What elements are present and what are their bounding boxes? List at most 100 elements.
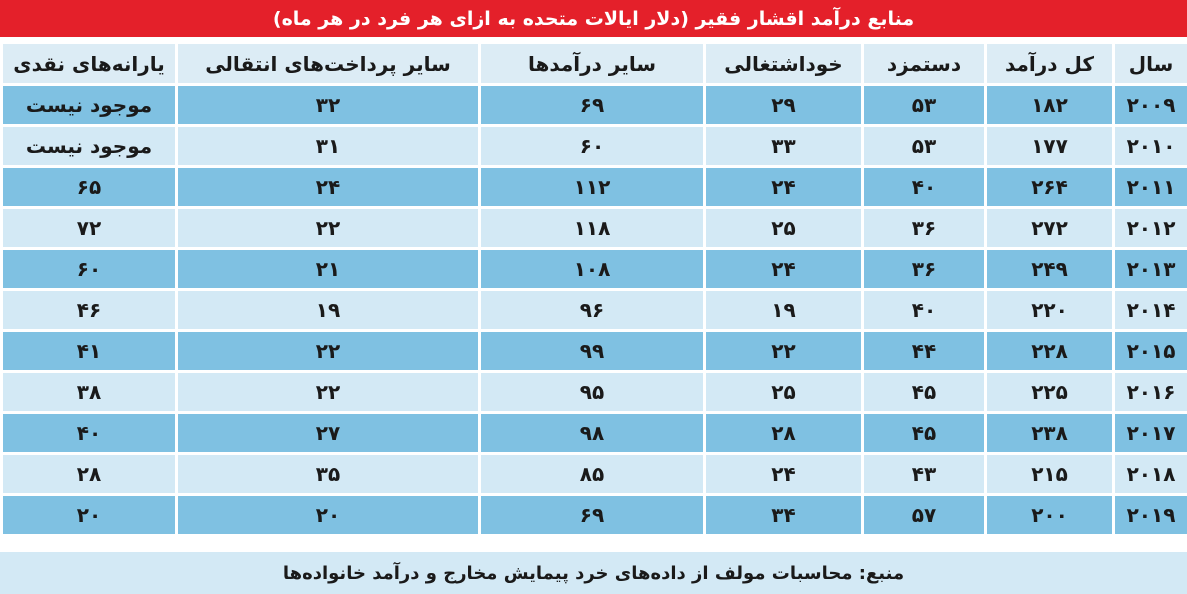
table-row: ۲۰۱۶ ۲۲۵ ۴۵ ۲۵ ۹۵ ۲۲ ۳۸ xyxy=(3,373,1187,411)
year-cell: ۲۰۱۶ xyxy=(1115,373,1187,411)
column-header: سال xyxy=(1115,44,1187,83)
value-cell: ۶۹ xyxy=(481,496,703,534)
table-row: ۲۰۱۹ ۲۰۰ ۵۷ ۳۴ ۶۹ ۲۰ ۲۰ xyxy=(3,496,1187,534)
value-cell: ۲۲ xyxy=(706,332,861,370)
value-cell: ۴۳ xyxy=(864,455,984,493)
value-cell: ۱۹ xyxy=(178,291,478,329)
value-cell: ۳۸ xyxy=(3,373,175,411)
value-cell: ۲۲۵ xyxy=(987,373,1112,411)
year-cell: ۲۰۱۳ xyxy=(1115,250,1187,288)
value-cell: ۴۰ xyxy=(864,168,984,206)
year-cell: ۲۰۱۵ xyxy=(1115,332,1187,370)
value-cell: ۲۱۵ xyxy=(987,455,1112,493)
value-cell: ۲۲۰ xyxy=(987,291,1112,329)
value-cell: ۴۶ xyxy=(3,291,175,329)
table-title: منابع درآمد اقشار فقیر (دلار ایالات متحد… xyxy=(0,0,1187,37)
value-cell: ۶۵ xyxy=(3,168,175,206)
table-row: ۲۰۱۷ ۲۳۸ ۴۵ ۲۸ ۹۸ ۲۷ ۴۰ xyxy=(3,414,1187,452)
value-cell: ۳۲ xyxy=(178,86,478,124)
table-row: ۲۰۱۴ ۲۲۰ ۴۰ ۱۹ ۹۶ ۱۹ ۴۶ xyxy=(3,291,1187,329)
value-cell: ۳۱ xyxy=(178,127,478,165)
value-cell: ۵۷ xyxy=(864,496,984,534)
value-cell: ۲۲ xyxy=(178,209,478,247)
value-cell: ۲۴۹ xyxy=(987,250,1112,288)
year-cell: ۲۰۱۰ xyxy=(1115,127,1187,165)
value-cell: ۹۸ xyxy=(481,414,703,452)
value-cell: ۲۶۴ xyxy=(987,168,1112,206)
value-cell: ۶۹ xyxy=(481,86,703,124)
table-row: ۲۰۱۵ ۲۲۸ ۴۴ ۲۲ ۹۹ ۲۲ ۴۱ xyxy=(3,332,1187,370)
value-cell: ۲۰ xyxy=(178,496,478,534)
table-row: ۲۰۱۰ ۱۷۷ ۵۳ ۳۳ ۶۰ ۳۱ موجود نیست xyxy=(3,127,1187,165)
value-cell: ۱۱۲ xyxy=(481,168,703,206)
column-header: خوداشتغالی xyxy=(706,44,861,83)
value-cell: ۱۸۲ xyxy=(987,86,1112,124)
table-row: ۲۰۱۲ ۲۷۲ ۳۶ ۲۵ ۱۱۸ ۲۲ ۷۲ xyxy=(3,209,1187,247)
value-cell: ۴۰ xyxy=(864,291,984,329)
value-cell: ۵۳ xyxy=(864,86,984,124)
value-cell: ۳۶ xyxy=(864,250,984,288)
value-cell: ۹۹ xyxy=(481,332,703,370)
header-row: سال کل درآمد دستمزد خوداشتغالی سایر درآمدها س… xyxy=(3,44,1187,83)
income-table: سال کل درآمد دستمزد خوداشتغالی سایر درآمدها س… xyxy=(0,41,1187,537)
value-cell: ۴۱ xyxy=(3,332,175,370)
column-header: سایر درآمدها xyxy=(481,44,703,83)
value-cell: ۲۲۸ xyxy=(987,332,1112,370)
value-cell: ۳۴ xyxy=(706,496,861,534)
source-note: منبع: محاسبات مولف از داده‌های خرد پیمای… xyxy=(0,552,1187,594)
value-cell: ۹۶ xyxy=(481,291,703,329)
value-cell: ۲۸ xyxy=(706,414,861,452)
value-cell: ۳۶ xyxy=(864,209,984,247)
year-cell: ۲۰۱۷ xyxy=(1115,414,1187,452)
value-cell: ۱۰۸ xyxy=(481,250,703,288)
value-cell: ۲۴ xyxy=(706,455,861,493)
value-cell: ۲۲ xyxy=(178,332,478,370)
value-cell: ۷۲ xyxy=(3,209,175,247)
value-cell: ۴۵ xyxy=(864,373,984,411)
table-row: ۲۰۱۸ ۲۱۵ ۴۳ ۲۴ ۸۵ ۳۵ ۲۸ xyxy=(3,455,1187,493)
value-cell: ۴۴ xyxy=(864,332,984,370)
value-cell: ۲۹ xyxy=(706,86,861,124)
year-cell: ۲۰۱۸ xyxy=(1115,455,1187,493)
value-cell: ۲۴ xyxy=(178,168,478,206)
value-cell: ۹۵ xyxy=(481,373,703,411)
table-row: ۲۰۱۳ ۲۴۹ ۳۶ ۲۴ ۱۰۸ ۲۱ ۶۰ xyxy=(3,250,1187,288)
year-cell: ۲۰۱۲ xyxy=(1115,209,1187,247)
value-cell: ۳۵ xyxy=(178,455,478,493)
year-cell: ۲۰۰۹ xyxy=(1115,86,1187,124)
column-header: یارانه‌های نقدی xyxy=(3,44,175,83)
value-cell: ۴۰ xyxy=(3,414,175,452)
year-cell: ۲۰۱۴ xyxy=(1115,291,1187,329)
value-cell: ۳۳ xyxy=(706,127,861,165)
value-cell: موجود نیست xyxy=(3,127,175,165)
table-row: ۲۰۰۹ ۱۸۲ ۵۳ ۲۹ ۶۹ ۳۲ موجود نیست xyxy=(3,86,1187,124)
column-header: دستمزد xyxy=(864,44,984,83)
value-cell: ۲۳۸ xyxy=(987,414,1112,452)
value-cell: ۲۸ xyxy=(3,455,175,493)
year-cell: ۲۰۱۹ xyxy=(1115,496,1187,534)
column-header: سایر پرداخت‌های انتقالی xyxy=(178,44,478,83)
value-cell: ۲۰۰ xyxy=(987,496,1112,534)
value-cell: ۲۲ xyxy=(178,373,478,411)
value-cell: ۶۰ xyxy=(3,250,175,288)
column-header: کل درآمد xyxy=(987,44,1112,83)
value-cell: ۲۵ xyxy=(706,373,861,411)
value-cell: ۵۳ xyxy=(864,127,984,165)
value-cell: ۲۷ xyxy=(178,414,478,452)
value-cell: ۲۴ xyxy=(706,168,861,206)
value-cell: ۲۰ xyxy=(3,496,175,534)
table-body: ۲۰۰۹ ۱۸۲ ۵۳ ۲۹ ۶۹ ۳۲ موجود نیست ۲۰۱۰ ۱۷۷ ۵۳ ۳۳ ۶۰ ۳۱… xyxy=(3,86,1187,534)
value-cell: ۱۹ xyxy=(706,291,861,329)
value-cell: ۱۱۸ xyxy=(481,209,703,247)
value-cell: ۲۴ xyxy=(706,250,861,288)
value-cell: ۸۵ xyxy=(481,455,703,493)
value-cell: ۲۵ xyxy=(706,209,861,247)
value-cell: ۴۵ xyxy=(864,414,984,452)
value-cell: موجود نیست xyxy=(3,86,175,124)
value-cell: ۶۰ xyxy=(481,127,703,165)
table-row: ۲۰۱۱ ۲۶۴ ۴۰ ۲۴ ۱۱۲ ۲۴ ۶۵ xyxy=(3,168,1187,206)
year-cell: ۲۰۱۱ xyxy=(1115,168,1187,206)
value-cell: ۲۱ xyxy=(178,250,478,288)
value-cell: ۱۷۷ xyxy=(987,127,1112,165)
value-cell: ۲۷۲ xyxy=(987,209,1112,247)
